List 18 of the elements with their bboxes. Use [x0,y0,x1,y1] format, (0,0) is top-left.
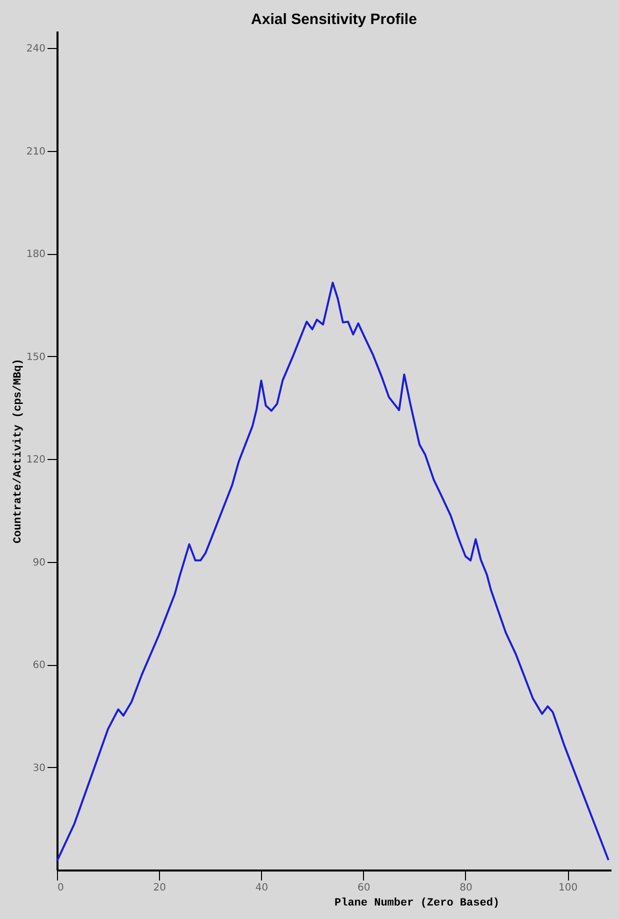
x-tick-label: 100 [558,882,578,894]
y-tick-label: 60 [32,660,46,672]
y-tick-label: 90 [32,557,46,568]
y-tick-label: 180 [26,249,46,260]
y-axis-title: Countrate/Activity (cps/MBq) [12,358,24,544]
x-tick-label: 0 [58,882,64,894]
x-tick-label: 80 [460,882,472,894]
x-tick-label: 40 [255,882,268,894]
x-axis-title: Plane Number (Zero Based) [334,898,500,910]
y-tick-label: 240 [26,44,46,55]
y-tick-label: 150 [26,352,46,363]
y-tick-label: 30 [32,762,46,774]
line-series [56,282,610,862]
x-tick-label: 20 [153,882,166,894]
y-tick-label: 210 [26,146,46,158]
x-tick-label: 60 [357,882,370,894]
chart-title: Axial Sensitivity Profile [251,11,417,28]
y-tick-label: 120 [26,454,46,466]
